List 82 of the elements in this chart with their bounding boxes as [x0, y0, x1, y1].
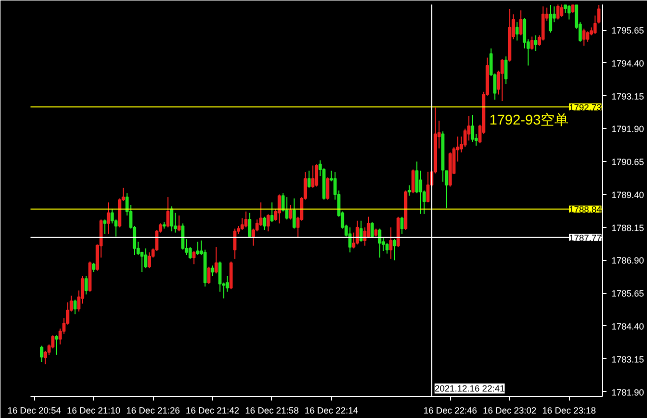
y-tick-label: 1793.15 [612, 91, 644, 102]
candlestick [148, 252, 151, 269]
y-tick-label: 1789.40 [612, 190, 644, 200]
x-tick-label: 16 Dec 22:46 [423, 406, 477, 416]
candlestick [196, 241, 200, 256]
candlestick [400, 216, 404, 234]
candlestick [192, 250, 196, 265]
candlestick [548, 4, 552, 34]
candlestick [326, 176, 330, 200]
candlestick [166, 196, 170, 228]
candlestick [248, 212, 252, 238]
candlestick [515, 22, 519, 42]
candlestick [73, 299, 77, 315]
candlestick [278, 194, 281, 224]
candlestick [307, 170, 311, 188]
y-tick-label: 1791.90 [612, 124, 644, 134]
candlestick [530, 36, 534, 50]
candlestick [567, 4, 571, 20]
y-tick-label: 1788.15 [612, 222, 644, 233]
candlestick [504, 56, 508, 84]
candlestick [418, 170, 422, 214]
y-tick-label: 1786.90 [612, 256, 644, 266]
candlestick [266, 214, 270, 232]
candlestick [92, 262, 96, 273]
candlestick [177, 214, 181, 232]
candlestick [586, 30, 590, 42]
candlestick [288, 204, 292, 220]
candlestick [270, 202, 274, 223]
candlestick [389, 226, 392, 260]
ref-line-label: 2021.12.16 22:41 [434, 384, 505, 394]
candlestick [103, 218, 106, 234]
candlestick [500, 58, 504, 102]
x-tick-label: 16 Dec 21:10 [66, 406, 120, 416]
candlestick [356, 220, 359, 245]
x-tick-label: 16 Dec 22:14 [304, 406, 358, 416]
candlestick [262, 216, 266, 230]
candlestick [363, 226, 366, 246]
candlestick [582, 28, 586, 46]
candlestick [408, 184, 411, 196]
y-tick-label: 1785.65 [612, 288, 644, 299]
candlestick [311, 165, 314, 188]
candlestick [392, 238, 396, 261]
candlestick [106, 202, 110, 234]
annotation: 1792-93空单 [489, 112, 569, 128]
y-tick-label: 1790.65 [612, 157, 644, 168]
candlestick [370, 222, 374, 238]
candlestick [556, 4, 560, 20]
candlestick [470, 114, 474, 142]
x-tick-label: 16 Dec 21:42 [186, 406, 240, 416]
candlestick [84, 276, 88, 295]
candlestick [40, 345, 44, 363]
y-tick-label: 1783.15 [612, 354, 644, 364]
candlestick [214, 246, 218, 274]
ref-line-label: 1792.73 [568, 102, 602, 112]
candlestick [144, 248, 148, 269]
candlestick [411, 168, 415, 194]
candlestick [140, 252, 144, 273]
candlestick [519, 10, 522, 36]
y-tick-label: 1784.40 [612, 321, 644, 332]
x-tick-label: 16 Dec 23:18 [542, 406, 596, 416]
candlestick [207, 266, 210, 284]
x-tick-label: 16 Dec 21:58 [245, 406, 299, 416]
y-tick-label: 1794.40 [612, 58, 644, 68]
x-tick-label: 16 Dec 23:02 [482, 406, 536, 416]
candlestick [244, 211, 248, 228]
candlestick [534, 34, 538, 52]
candlestick [210, 264, 214, 277]
y-tick-label: 1781.90 [612, 387, 644, 398]
candlestick [54, 334, 58, 356]
y-tick-label: 1795.65 [612, 26, 644, 36]
x-tick-label: 16 Dec 21:26 [126, 406, 180, 416]
candlestick [170, 206, 174, 232]
candlestick [426, 171, 430, 203]
ref-line-label: 1788.84 [568, 204, 602, 215]
x-tick-label: 16 Dec 20:54 [7, 406, 61, 416]
candlestick [233, 228, 236, 260]
candlestick [378, 228, 382, 258]
candlestick [285, 196, 288, 220]
candlestick [560, 4, 564, 18]
candlestick [292, 198, 296, 230]
ref-line-label: 1787.77 [568, 232, 602, 243]
candlestick [314, 164, 318, 188]
